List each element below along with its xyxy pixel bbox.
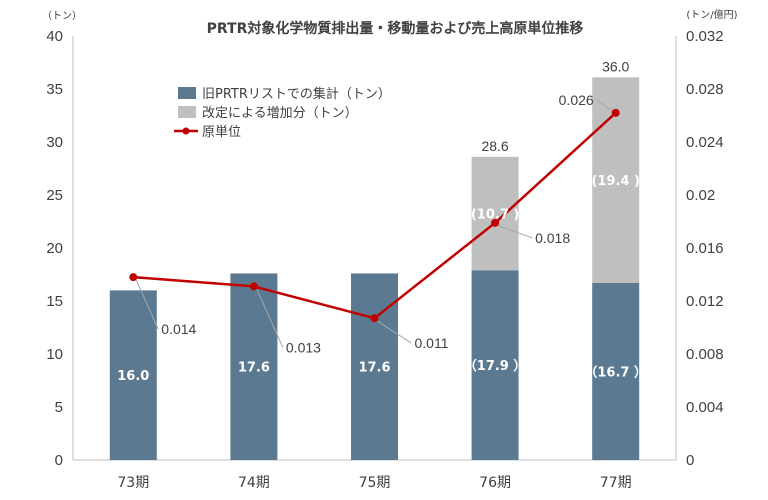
- left-tick-label: 20: [46, 240, 63, 257]
- left-tick-label: 40: [46, 28, 63, 45]
- callout-leader: [596, 99, 613, 112]
- bar-base-label: （16.7 ）: [584, 364, 647, 380]
- legend-label-line: 原単位: [202, 124, 241, 140]
- right-tick-label: 0.004: [686, 399, 724, 416]
- bar-increase: [471, 156, 519, 271]
- right-tick-label: 0.02: [686, 187, 715, 204]
- left-tick-label: 10: [46, 346, 63, 363]
- bar-base-label: 17.6: [238, 361, 270, 376]
- axes: 0 5 10 15 20 25 30 35 40 0 0.004 0.008 0.012 0.016 0.0…: [46, 28, 723, 491]
- bar-increase-label: (19.4 ): [591, 174, 639, 189]
- bar-base: [592, 282, 640, 460]
- line-point: [370, 314, 379, 323]
- line-point-label: 0.026: [559, 92, 594, 108]
- legend-label-base: 旧PRTRリストでの集計（トン）: [202, 86, 391, 102]
- callout-leader: [497, 225, 533, 239]
- right-tick-label: 0.028: [686, 81, 724, 98]
- left-tick-label: 35: [46, 81, 63, 98]
- right-tick-label: 0.008: [686, 346, 724, 363]
- left-tick-label: 5: [55, 399, 63, 416]
- left-tick-label: 0: [55, 452, 63, 469]
- line-point-label: 0.014: [161, 321, 196, 337]
- bar-base-label: 16.0: [117, 369, 149, 384]
- right-tick-label: 0.032: [686, 28, 724, 45]
- line-point-label: 0.013: [286, 339, 321, 355]
- bar-base-label: 17.6: [358, 361, 390, 376]
- x-tick-label: 73期: [117, 475, 149, 491]
- bar-total-label: 28.6: [481, 138, 508, 154]
- x-tick-label: 77期: [600, 475, 632, 491]
- line-point: [129, 273, 138, 282]
- right-tick-label: 0.012: [686, 293, 724, 310]
- bar-base: [109, 290, 157, 460]
- x-tick-label: 75期: [359, 475, 391, 491]
- line-point: [611, 108, 620, 117]
- callouts: [135, 99, 613, 348]
- legend-swatch-increase: [178, 106, 196, 118]
- callout-leader: [135, 279, 159, 330]
- line-point-label: 0.018: [535, 230, 570, 246]
- bar-increase-label: (10.7 ): [471, 208, 519, 223]
- legend-swatch-line-marker: [182, 127, 190, 135]
- left-tick-label: 30: [46, 134, 63, 151]
- line-point-label: 0.011: [415, 335, 449, 351]
- right-tick-label: 0: [686, 452, 694, 469]
- bar-base-label: （17.9 ）: [464, 358, 527, 374]
- x-tick-label: 76期: [479, 475, 511, 491]
- left-tick-label: 15: [46, 293, 63, 310]
- line-point: [249, 282, 258, 291]
- data-labels: 16.0 17.6 17.6 （17.9 ） (10.7 ) 28.6 （16.7 ） (19…: [117, 58, 647, 384]
- legend-swatch-base: [178, 87, 196, 99]
- bar-base: [230, 273, 278, 460]
- callout-leader: [256, 289, 284, 348]
- bar-total-label: 36.0: [602, 58, 629, 74]
- chart-title: PRTR対象化学物質排出量・移動量および売上高原単位推移: [207, 20, 584, 37]
- right-tick-label: 0.024: [686, 134, 724, 151]
- right-axis-unit: (トン/億円): [686, 8, 737, 21]
- line-series: [129, 108, 620, 323]
- callout-leader: [377, 320, 412, 344]
- left-axis-unit: （トン）: [42, 10, 82, 22]
- legend-label-increase: 改定による増加分（トン）: [202, 106, 358, 121]
- x-tick-label: 74期: [238, 475, 270, 491]
- left-tick-label: 25: [46, 187, 63, 204]
- bars: [109, 77, 640, 460]
- right-tick-label: 0.016: [686, 240, 724, 257]
- bar-base: [471, 270, 519, 460]
- legend: 旧PRTRリストでの集計（トン） 改定による増加分（トン） 原単位: [174, 86, 391, 140]
- line-point: [491, 218, 500, 227]
